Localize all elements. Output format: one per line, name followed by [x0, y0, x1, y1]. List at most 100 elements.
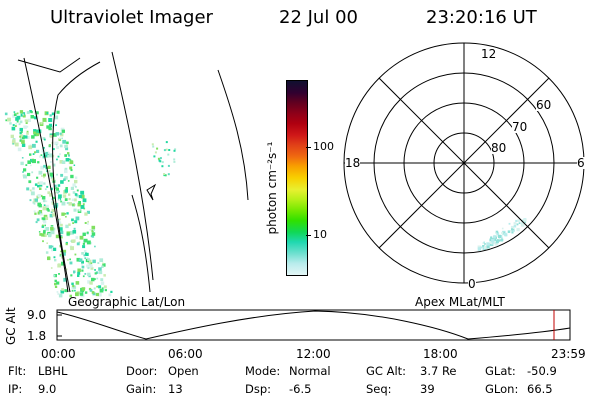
status-seq-value: 39: [420, 382, 435, 396]
emission-pixel: [110, 290, 113, 293]
emission-pixel: [108, 293, 112, 297]
emission-pixel: [58, 293, 63, 298]
emission-pixel: [19, 110, 24, 114]
emission-pixel: [77, 202, 82, 207]
emission-pixel: [51, 112, 55, 116]
emission-pixel: [48, 126, 52, 131]
polar-emission-pixel: [501, 227, 504, 230]
status-gcalt-value: 3.7 Re: [420, 364, 457, 378]
polar-mlat-mlt-plot: [343, 42, 585, 284]
polar-emission-pixel: [495, 240, 499, 244]
polar-emission-pixel: [487, 243, 490, 246]
emission-pixel: [49, 114, 52, 117]
emission-pixel: [43, 173, 46, 177]
emission-pixel: [173, 160, 176, 163]
emission-pixel: [49, 193, 53, 197]
emission-pixel: [36, 176, 39, 179]
emission-pixel: [54, 279, 57, 283]
emission-pixel: [70, 274, 73, 277]
emission-pixel: [17, 147, 22, 152]
polar-emission-pixel: [515, 219, 518, 222]
emission-pixel: [57, 219, 60, 222]
emission-pixel: [64, 154, 67, 157]
colorbar-label-100: 100: [313, 140, 334, 153]
polar-emission-pixel: [482, 242, 485, 244]
emission-pixel: [64, 289, 68, 293]
emission-pixel: [12, 139, 16, 143]
emission-pixel: [43, 176, 45, 179]
emission-pixel: [55, 234, 60, 239]
map-grid-lines: [17, 51, 249, 293]
emission-pixel: [42, 156, 45, 159]
emission-pixel: [29, 189, 32, 192]
emission-pixel: [96, 277, 99, 280]
polar-emission-pixel: [501, 231, 504, 235]
emission-pixel: [54, 115, 59, 120]
emission-pixel: [101, 287, 104, 290]
emission-pixel: [36, 133, 40, 137]
emission-pixel: [70, 231, 74, 235]
emission-pixel: [22, 136, 25, 140]
polar-emission-pixel: [512, 229, 515, 231]
polar-emission-pixel: [513, 230, 515, 232]
emission-pixel: [57, 263, 62, 268]
geo-grid-line: [52, 61, 101, 293]
emission-pixel: [46, 125, 50, 129]
emission-pixel: [45, 204, 49, 209]
emission-pixel: [51, 177, 55, 181]
polar-emission-pixel: [480, 246, 483, 249]
emission-pixel: [83, 250, 87, 253]
polar-diagonal-2: [378, 77, 550, 249]
emission-pixel: [86, 231, 89, 234]
polar-emission-pixel: [513, 225, 517, 228]
polar-lat-60: 60: [536, 98, 552, 112]
emission-pixel: [61, 137, 63, 140]
emission-pixel: [86, 223, 89, 225]
emission-pixel: [59, 227, 63, 231]
emission-pixel: [81, 265, 85, 269]
status-ip-value: 9.0: [38, 382, 57, 396]
emission-pixel: [32, 159, 36, 164]
emission-pixel: [24, 119, 28, 122]
emission-pixel: [18, 123, 21, 126]
alt-ytick-1.8: 1.8: [27, 329, 47, 343]
emission-pixel: [167, 173, 170, 176]
emission-pixel: [102, 289, 105, 291]
emission-pixel: [72, 285, 75, 288]
emission-pixel: [167, 164, 170, 167]
emission-pixel: [23, 125, 27, 129]
emission-pixel: [27, 160, 31, 164]
emission-pixel: [33, 202, 36, 205]
emission-pixel: [63, 277, 68, 282]
emission-pixel: [19, 127, 23, 132]
emission-pixel: [66, 141, 69, 145]
emission-pixel: [58, 190, 60, 193]
emission-pixel: [34, 116, 37, 120]
emission-pixel: [65, 243, 68, 246]
emission-pixel: [57, 192, 59, 194]
alt-xtick-1800: 18:00: [423, 347, 458, 361]
emission-pixel: [60, 289, 65, 294]
emission-pixel: [55, 187, 58, 190]
emission-pixel: [30, 164, 32, 167]
emission-pixel: [161, 165, 164, 168]
emission-pixel: [64, 176, 68, 180]
emission-pixel: [69, 166, 73, 170]
emission-pixel: [77, 271, 81, 275]
emission-pixel: [43, 228, 46, 231]
emission-pixel: [21, 143, 26, 147]
emission-pixel: [48, 245, 53, 249]
emission-pixel: [41, 196, 46, 200]
emission-pixel: [65, 147, 69, 151]
emission-pixel: [76, 242, 80, 246]
polar-emission-pixel: [495, 237, 497, 240]
emission-pixel: [26, 135, 30, 139]
emission-pixel: [72, 203, 75, 206]
emission-pixel: [26, 125, 29, 128]
emission-pixel: [73, 208, 77, 212]
emission-pixel: [90, 266, 94, 270]
polar-emission-pixel: [496, 232, 500, 235]
emission-pixel: [159, 157, 162, 160]
emission-pixel: [163, 174, 166, 177]
emission-pixel: [33, 131, 36, 135]
